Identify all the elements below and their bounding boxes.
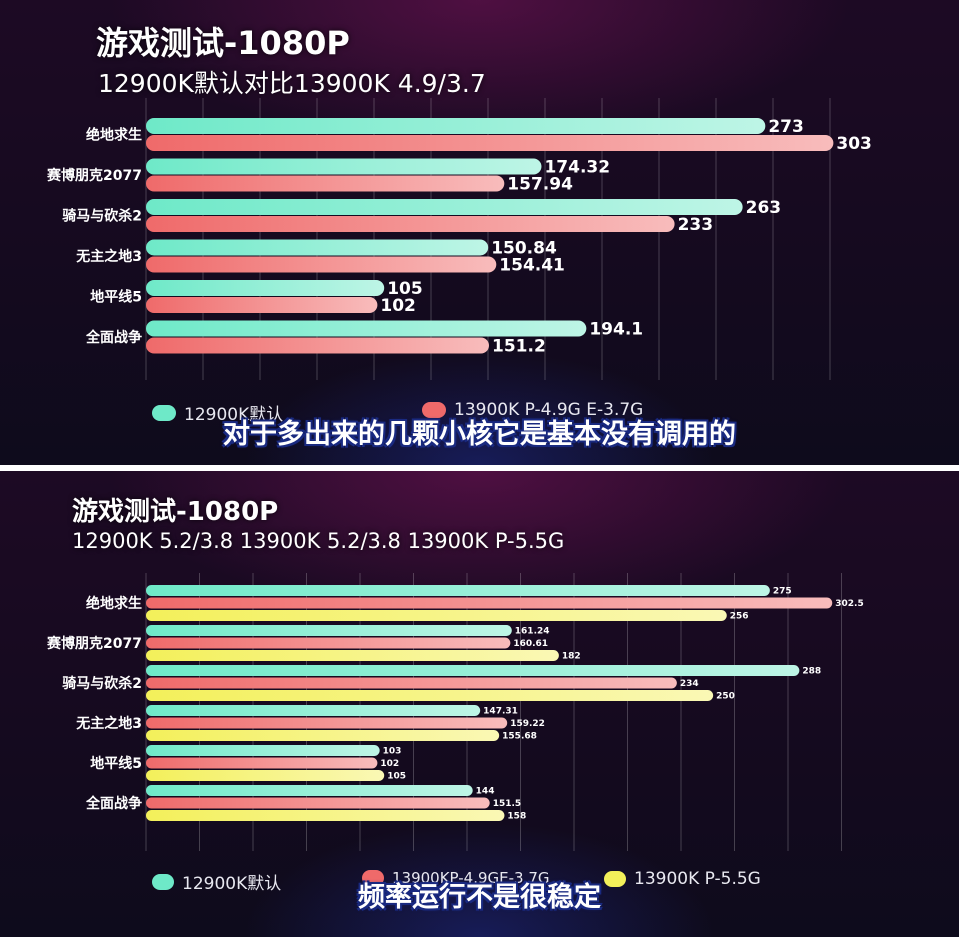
bar	[146, 280, 385, 296]
bar	[146, 135, 834, 151]
bar	[146, 337, 490, 354]
category-label: 赛博朋克2077	[46, 635, 142, 652]
legend-item-13900k: 13900K P-4.9G E-3.7G	[422, 400, 643, 420]
legend-swatch	[152, 404, 176, 421]
bar	[146, 256, 497, 273]
bar	[146, 757, 378, 769]
data-label: 105	[387, 279, 423, 299]
bar	[146, 199, 743, 215]
video-caption: 频率运行不是很稳定	[358, 882, 601, 913]
data-label: 144	[476, 787, 495, 797]
bar-chart-bottom: 绝地求生 275 302.5 256 赛博朋克2077 161.24 160.61 182 骑马…	[46, 573, 864, 851]
data-label: 174.32	[544, 158, 610, 178]
data-label: 263	[746, 198, 782, 218]
bar	[146, 320, 587, 337]
chart-panel-bottom: 游戏测试-1080P 12900K 5.2/3.8 13900K 5.2/3.8…	[0, 471, 959, 937]
data-label: 147.31	[483, 707, 518, 717]
legend-item-12900k: 12900K默认	[152, 400, 283, 425]
bar	[146, 610, 727, 621]
category-label: 无主之地3	[75, 715, 142, 732]
bar	[146, 745, 380, 756]
legend-swatch	[152, 873, 174, 890]
data-label: 160.61	[513, 639, 548, 649]
data-label: 302.5	[835, 599, 863, 609]
bar	[146, 118, 766, 134]
legend-item-12900k: 12900K默认	[152, 869, 281, 894]
legend-label: 12900K默认	[182, 874, 282, 894]
data-label: 151.5	[493, 799, 521, 809]
data-label: 105	[387, 772, 406, 782]
chart-panel-top: 游戏测试-1080P 12900K默认对比13900K 4.9/3.7 绝地求生…	[0, 0, 959, 465]
bar	[146, 770, 385, 781]
bar	[146, 175, 505, 192]
legend-label: 13900KP-4.9GE-3.7G	[392, 869, 550, 887]
data-label: 233	[678, 215, 714, 235]
data-label: 103	[383, 747, 402, 757]
bar	[146, 239, 489, 256]
bar	[146, 677, 677, 689]
category-label: 骑马与砍杀2	[62, 675, 142, 692]
video-caption: 对于多出来的几颗小核它是基本没有调用的	[223, 419, 736, 450]
category-label: 绝地求生	[86, 127, 142, 144]
data-label: 150.84	[491, 239, 557, 259]
bar	[146, 625, 512, 636]
chart-title: 游戏测试-1080P	[72, 497, 279, 527]
data-label: 102	[380, 759, 399, 769]
bar	[146, 158, 542, 175]
chart-title: 游戏测试-1080P	[96, 24, 350, 62]
bar	[146, 665, 800, 676]
data-label: 194.1	[589, 320, 643, 340]
category-label: 赛博朋克2077	[46, 167, 142, 184]
bar	[146, 717, 508, 729]
legend-label: 13900K P-4.9G E-3.7G	[454, 400, 644, 420]
category-label: 全面战争	[85, 329, 142, 346]
legend-label: 12900K默认	[184, 405, 284, 425]
bar	[146, 216, 675, 232]
data-label: 151.2	[492, 337, 546, 357]
data-label: 288	[802, 667, 821, 677]
category-label: 骑马与砍杀2	[62, 208, 142, 225]
legend-swatch	[604, 871, 626, 887]
data-label: 158	[507, 812, 526, 822]
bar	[146, 637, 511, 649]
bar	[146, 785, 473, 796]
data-label: 303	[836, 134, 872, 154]
bar	[146, 650, 559, 661]
bar	[146, 810, 505, 821]
bar	[146, 597, 833, 609]
data-label: 182	[562, 652, 581, 662]
legend-swatch	[362, 870, 384, 886]
bar	[146, 797, 490, 809]
data-label: 250	[716, 692, 735, 702]
legend-label: 13900K P-5.5G	[634, 869, 761, 889]
data-label: 275	[773, 587, 792, 597]
category-label: 绝地求生	[86, 595, 142, 612]
data-label: 234	[680, 679, 699, 689]
legend-item-13900k-p55: 13900K P-5.5G	[604, 869, 761, 889]
data-label: 154.41	[499, 256, 565, 276]
data-label: 102	[380, 296, 416, 316]
chart-subtitle: 12900K默认对比13900K 4.9/3.7	[98, 69, 486, 98]
legend-swatch	[422, 402, 446, 418]
chart-subtitle: 12900K 5.2/3.8 13900K 5.2/3.8 13900K P-5…	[72, 529, 565, 553]
bar	[146, 690, 714, 701]
category-label: 全面战争	[85, 795, 142, 812]
category-label: 地平线5	[90, 755, 142, 772]
data-label: 159.22	[510, 719, 545, 729]
data-label: 256	[730, 612, 749, 622]
bar	[146, 585, 770, 596]
bar	[146, 705, 481, 716]
bar	[146, 297, 378, 313]
data-label: 161.24	[515, 627, 550, 637]
bar	[146, 730, 500, 741]
category-label: 无主之地3	[75, 248, 142, 265]
category-label: 地平线5	[90, 289, 142, 306]
data-label: 273	[768, 117, 804, 137]
data-label: 155.68	[502, 732, 537, 742]
data-label: 157.94	[507, 175, 573, 195]
legend-item-13900kp: 13900KP-4.9GE-3.7G	[362, 869, 550, 887]
